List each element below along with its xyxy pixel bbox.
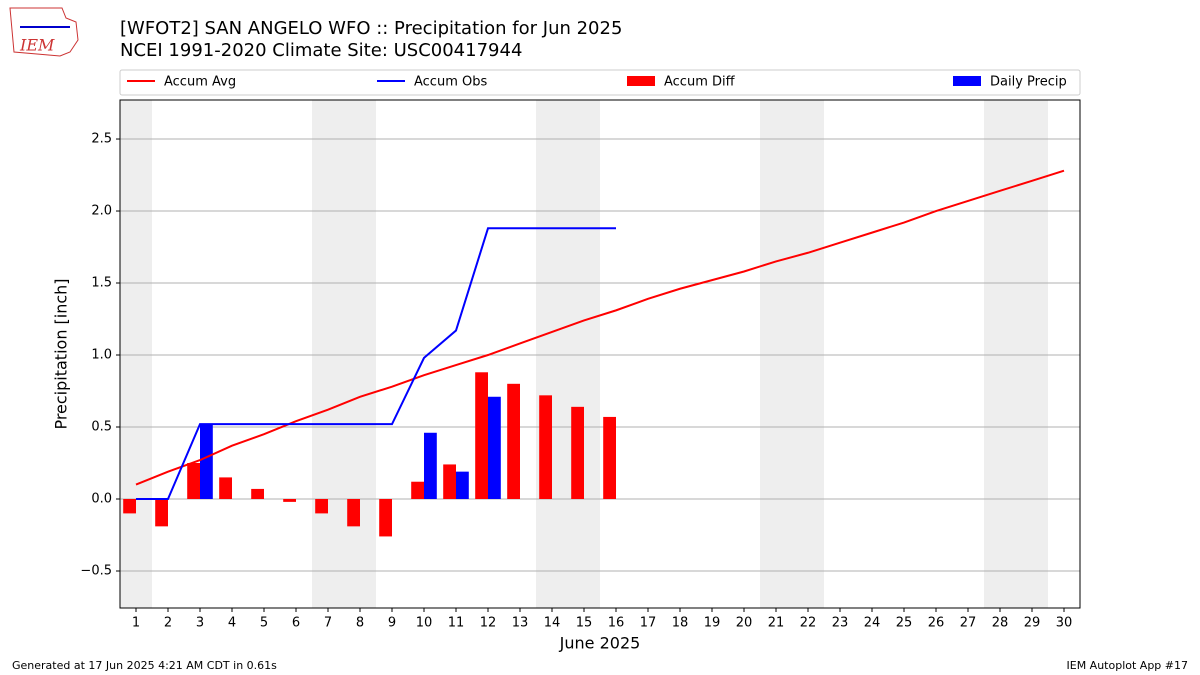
y-tick-label: −0.5 [80,563,112,578]
bar [488,396,501,499]
x-tick-label: 8 [356,616,364,631]
weekend-shade [760,100,792,608]
weekend-shade [792,100,824,608]
y-tick-label: 1.0 [91,348,112,363]
bar [200,424,213,499]
x-tick-label: 18 [672,616,689,631]
x-tick-label: 2 [164,616,172,631]
x-axis-label: June 2025 [559,634,641,653]
legend-label: Daily Precip [990,75,1067,90]
bar [187,463,200,499]
x-tick-label: 7 [324,616,332,631]
bar [507,383,520,499]
weekend-shade [120,100,152,608]
legend-swatch [627,76,655,86]
x-tick-label: 26 [928,616,945,631]
x-tick-label: 23 [832,616,849,631]
chart-title: [WFOT2] SAN ANGELO WFO :: Precipitation … [120,18,622,39]
legend-swatch [953,76,981,86]
x-tick-label: 28 [992,616,1009,631]
x-tick-label: 21 [768,616,785,631]
bar [603,416,616,499]
x-tick-label: 1 [132,616,140,631]
x-tick-label: 3 [196,616,204,631]
x-tick-label: 16 [608,616,625,631]
x-tick-label: 13 [512,616,529,631]
logo: IEM [9,7,79,57]
y-tick-label: 2.5 [91,132,112,147]
bar [411,481,424,499]
x-tick-label: 14 [544,616,561,631]
x-tick-label: 29 [1024,616,1041,631]
y-axis-label: Precipitation [inch] [52,278,71,429]
weekend-shade [344,100,376,608]
x-tick-label: 10 [416,616,433,631]
x-tick-label: 27 [960,616,977,631]
legend-box [119,69,1081,96]
logo-text: IEM [19,36,55,55]
weekend-shade [568,100,600,608]
x-tick-label: 20 [736,616,753,631]
bar [539,395,552,499]
x-tick-label: 24 [864,616,881,631]
logo-shape [9,7,79,57]
y-tick-label: 0.5 [91,420,112,435]
weekend-shade [984,100,1016,608]
y-tick-label: 0.0 [91,491,112,506]
bar [424,432,437,499]
y-tick-label: 1.5 [91,276,112,291]
chart-subtitle: NCEI 1991-2020 Climate Site: USC00417944 [120,40,522,61]
y-tick-label: 2.0 [91,204,112,219]
weekend-shade [312,100,344,608]
x-tick-label: 12 [480,616,497,631]
bar [571,406,584,499]
bar [347,498,360,527]
bar [251,488,264,499]
x-tick-label: 9 [388,616,396,631]
bar [283,498,296,502]
x-tick-label: 22 [800,616,817,631]
legend-label: Accum Avg [164,75,236,90]
bar [315,498,328,514]
bar [443,464,456,499]
bar [475,372,488,499]
plot-frame [119,99,1081,609]
x-tick-label: 5 [260,616,268,631]
line [136,227,616,500]
x-tick-label: 6 [292,616,300,631]
x-tick-label: 19 [704,616,721,631]
weekend-shade [536,100,568,608]
bar [219,477,232,499]
x-tick-label: 25 [896,616,913,631]
x-tick-label: 15 [576,616,593,631]
footer-right: IEM Autoplot App #17 [1067,659,1189,672]
legend-label: Accum Obs [414,75,487,90]
bar [456,471,469,499]
x-tick-label: 4 [228,616,236,631]
bar [379,498,392,537]
bar [123,498,136,514]
weekend-shade [1016,100,1048,608]
x-tick-label: 11 [448,616,465,631]
legend-label: Accum Diff [664,75,736,90]
footer-left: Generated at 17 Jun 2025 4:21 AM CDT in … [12,659,277,672]
bar [155,498,168,527]
x-tick-label: 17 [640,616,657,631]
x-tick-label: 30 [1056,616,1073,631]
